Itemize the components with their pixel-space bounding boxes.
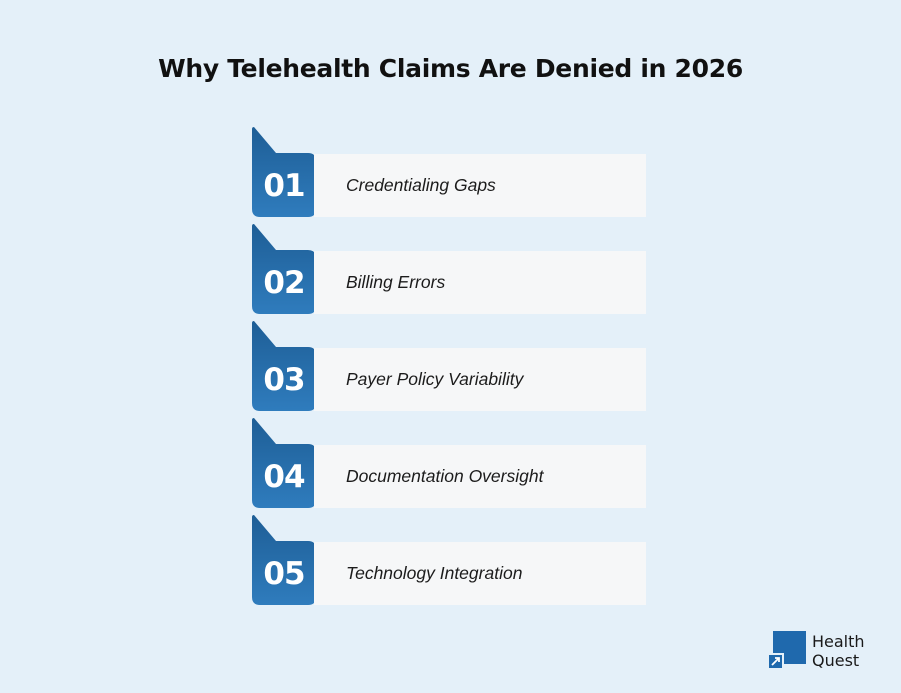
item-number: 02 — [263, 265, 305, 301]
item-card: Documentation Oversight — [314, 445, 646, 508]
item-label: Documentation Oversight — [346, 466, 544, 486]
page-title: Why Telehealth Claims Are Denied in 2026 — [158, 54, 743, 83]
list-item: 04 Documentation Oversight — [252, 418, 652, 515]
item-label: Technology Integration — [346, 563, 523, 583]
item-label: Payer Policy Variability — [346, 369, 524, 389]
brand-line-2: Quest — [812, 651, 860, 670]
item-card: Credentialing Gaps — [314, 154, 646, 217]
brand-line-1: Health — [812, 632, 865, 651]
health-quest-logo-icon — [767, 631, 806, 670]
list-item: 02 Billing Errors — [252, 224, 652, 321]
reasons-list: 01 Credentialing Gaps 02 Billing Errors — [252, 127, 652, 612]
number-tab: 05 — [252, 515, 316, 605]
brand-name: Health Quest — [812, 632, 865, 670]
number-tab: 02 — [252, 224, 316, 314]
list-item: 03 Payer Policy Variability — [252, 321, 652, 418]
list-item: 05 Technology Integration — [252, 515, 652, 612]
list-item: 01 Credentialing Gaps — [252, 127, 652, 224]
item-card: Technology Integration — [314, 542, 646, 605]
item-label: Billing Errors — [346, 272, 446, 292]
item-number: 01 — [263, 168, 305, 204]
item-label: Credentialing Gaps — [346, 175, 496, 195]
item-number: 04 — [263, 459, 305, 495]
number-tab: 04 — [252, 418, 316, 508]
item-card: Billing Errors — [314, 251, 646, 314]
item-number: 05 — [263, 556, 305, 592]
item-card: Payer Policy Variability — [314, 348, 646, 411]
number-tab: 03 — [252, 321, 316, 411]
brand-logo: Health Quest — [767, 631, 887, 673]
item-number: 03 — [263, 362, 305, 398]
number-tab: 01 — [252, 127, 316, 217]
